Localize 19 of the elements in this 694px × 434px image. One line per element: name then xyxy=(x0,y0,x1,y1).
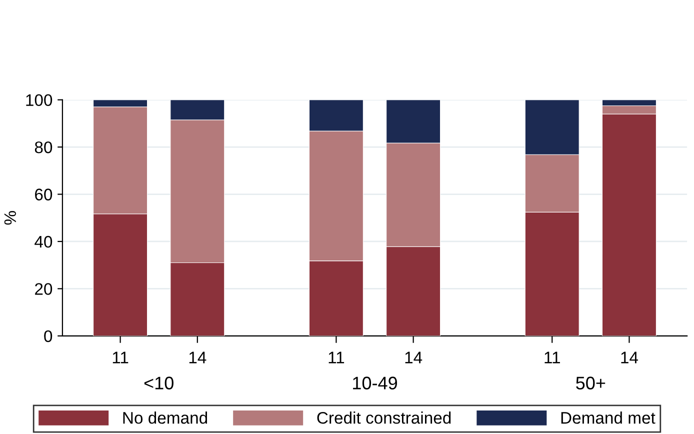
x-tick-label: 11 xyxy=(112,352,128,364)
text: 10-49 xyxy=(353,376,397,390)
legend-label: No demand xyxy=(123,412,208,424)
y-tick-label: 40 xyxy=(34,236,52,248)
legend-label: Credit constrained xyxy=(317,412,451,424)
x-tick-label: 14 xyxy=(189,352,206,364)
y-tick-label: 60 xyxy=(35,188,52,200)
text: 50+ xyxy=(576,376,606,390)
y-tick-label: 80 xyxy=(34,141,52,154)
x-tick-label: 14 xyxy=(621,352,638,364)
x-tick-label: 11 xyxy=(328,352,344,364)
y-axis-title: % xyxy=(4,211,16,225)
y-tick-label: 100 xyxy=(26,94,52,106)
x-tick-label: 11 xyxy=(544,352,560,364)
legend-label: Demand met xyxy=(561,412,656,424)
y-tick-label: 0 xyxy=(44,330,52,342)
y-tick-label: 20 xyxy=(35,283,52,295)
text: <10 xyxy=(144,376,174,390)
x-tick-label: 14 xyxy=(405,352,422,364)
